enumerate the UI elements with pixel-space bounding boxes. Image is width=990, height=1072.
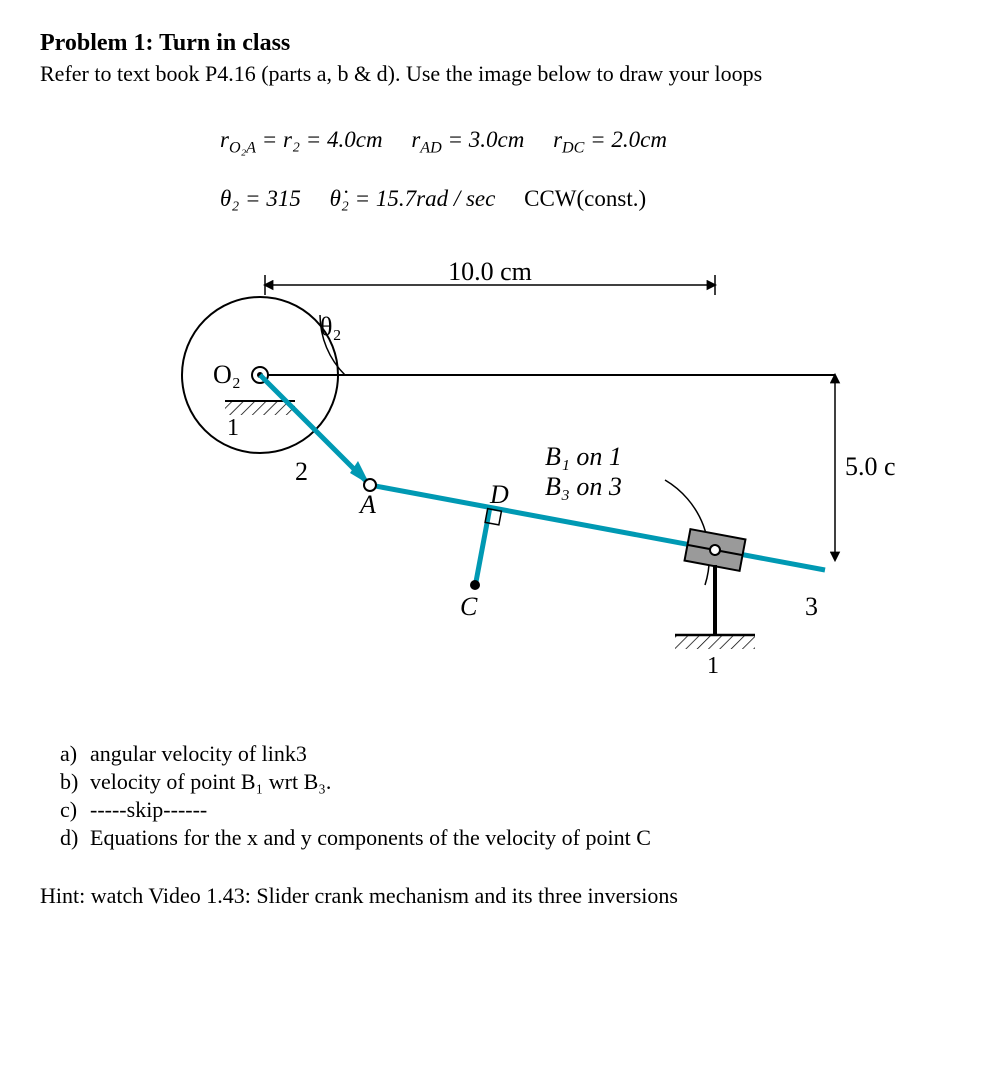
equation-row-2: θ₂ = 315 θ̇₂ = 15.7rad / sec CCW(const.) (220, 174, 950, 225)
label-theta2: θ₂ (320, 312, 342, 341)
question-b: b)velocity of point B₁ wrt B₃. (40, 769, 950, 795)
question-c: c)-----skip------ (40, 797, 950, 823)
label-A: A (358, 490, 376, 519)
label-1b: 1 (707, 653, 719, 679)
label-B1: B₁ on 1 (545, 442, 622, 471)
mechanism-figure: 10.0 cm 5.0 cm O₂ 1 θ₂ 2 3 A (40, 255, 950, 711)
problem-title: Problem 1: Turn in class (40, 30, 950, 57)
problem-subtitle: Refer to text book P4.16 (parts a, b & d… (40, 61, 950, 87)
question-list: a)angular velocity of link3 b)velocity o… (40, 741, 950, 851)
label-B3: B₃ on 3 (545, 472, 622, 501)
equation-row-1: rO₂A = r₂ = 4.0cm rAD = 3.0cm rDC = 2.0c… (220, 115, 950, 166)
question-d: d)Equations for the x and y components o… (40, 825, 950, 851)
dim-top-label: 10.0 cm (448, 257, 532, 286)
label-3: 3 (805, 592, 818, 621)
label-C: C (460, 592, 478, 621)
question-a: a)angular velocity of link3 (40, 741, 950, 767)
label-D: D (489, 480, 509, 509)
label-1a: 1 (227, 415, 239, 441)
dim-right-label: 5.0 cm (845, 452, 895, 481)
equation-block: rO₂A = r₂ = 4.0cm rAD = 3.0cm rDC = 2.0c… (220, 115, 950, 225)
label-2: 2 (295, 457, 308, 486)
hint-text: Hint: watch Video 1.43: Slider crank mec… (40, 883, 950, 909)
label-O2: O₂ (213, 360, 241, 389)
